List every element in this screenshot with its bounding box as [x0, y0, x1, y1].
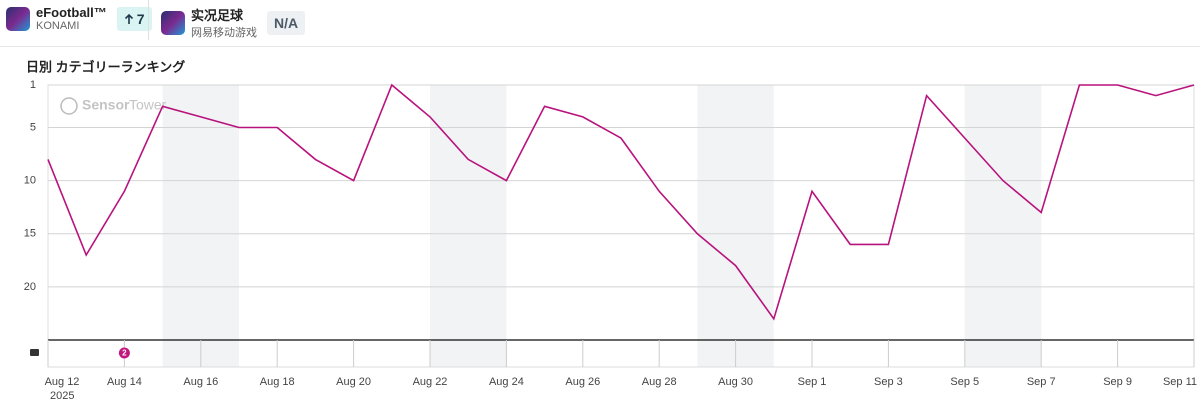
x-tick-label: Aug 12	[45, 376, 80, 388]
x-tick-label: Sep 11	[1163, 376, 1197, 388]
app-icon	[161, 10, 185, 35]
watermark-logo	[60, 97, 78, 115]
x-tick-label: Aug 20	[336, 376, 371, 388]
x-tick-label: Aug 18	[260, 376, 295, 388]
x-tick-label: Sep 3	[874, 376, 903, 388]
event-marker-label: 2	[122, 349, 127, 358]
app-publisher: KONAMI	[36, 20, 80, 32]
x-tick-label: Sep 5	[950, 376, 979, 388]
app-icon	[6, 6, 30, 31]
divider	[148, 0, 149, 40]
x-tick-label: Sep 7	[1027, 376, 1056, 388]
x-tick-label: Aug 16	[183, 376, 218, 388]
watermark-text: Sensor	[82, 97, 130, 113]
x-year-label: 2025	[50, 390, 74, 401]
app-card[interactable]: eFootball™ KONAMI 7	[6, 5, 152, 32]
y-tick-label: 10	[24, 175, 36, 187]
rank-change-badge: N/A	[267, 10, 306, 35]
x-tick-label: Sep 9	[1103, 376, 1132, 388]
y-tick-label: 5	[30, 121, 36, 133]
x-tick-label: Sep 1	[798, 376, 827, 388]
weekend-band	[162, 85, 239, 367]
y-tick-label: 20	[24, 281, 36, 293]
x-tick-label: Aug 14	[107, 376, 142, 388]
x-tick-label: Aug 22	[413, 376, 448, 388]
x-tick-label: Aug 24	[489, 376, 524, 388]
y-tick-label: 15	[24, 228, 36, 240]
comment-icon	[30, 349, 39, 356]
app-card[interactable]: 实况足球 网易移动游戏 N/A	[161, 5, 306, 40]
badge-value: 7	[136, 10, 145, 27]
x-tick-label: Aug 28	[642, 376, 677, 388]
arrow-up	[124, 13, 133, 24]
watermark-text: Tower	[129, 97, 167, 113]
app-name: eFootball™	[36, 5, 107, 20]
header: eFootball™ KONAMI 7 实况足球 网易移动游戏 N/A	[0, 0, 1200, 47]
badge-value: N/A	[274, 14, 299, 31]
y-tick-label: 1	[30, 79, 36, 91]
x-tick-label: Aug 26	[565, 376, 600, 388]
watermark: Sensor Tower	[60, 97, 167, 115]
chart-title: 日別 カテゴリーランキング	[26, 59, 185, 74]
rank-line	[47, 83, 1195, 321]
app-publisher: 网易移动游戏	[191, 27, 257, 39]
weekend-band	[697, 85, 774, 367]
event-marker	[118, 347, 130, 359]
x-tick-label: Aug 30	[718, 376, 753, 388]
rank-change-badge: 7	[116, 6, 152, 31]
weekend-band	[964, 85, 1042, 367]
app-name: 实况足球	[191, 8, 244, 23]
